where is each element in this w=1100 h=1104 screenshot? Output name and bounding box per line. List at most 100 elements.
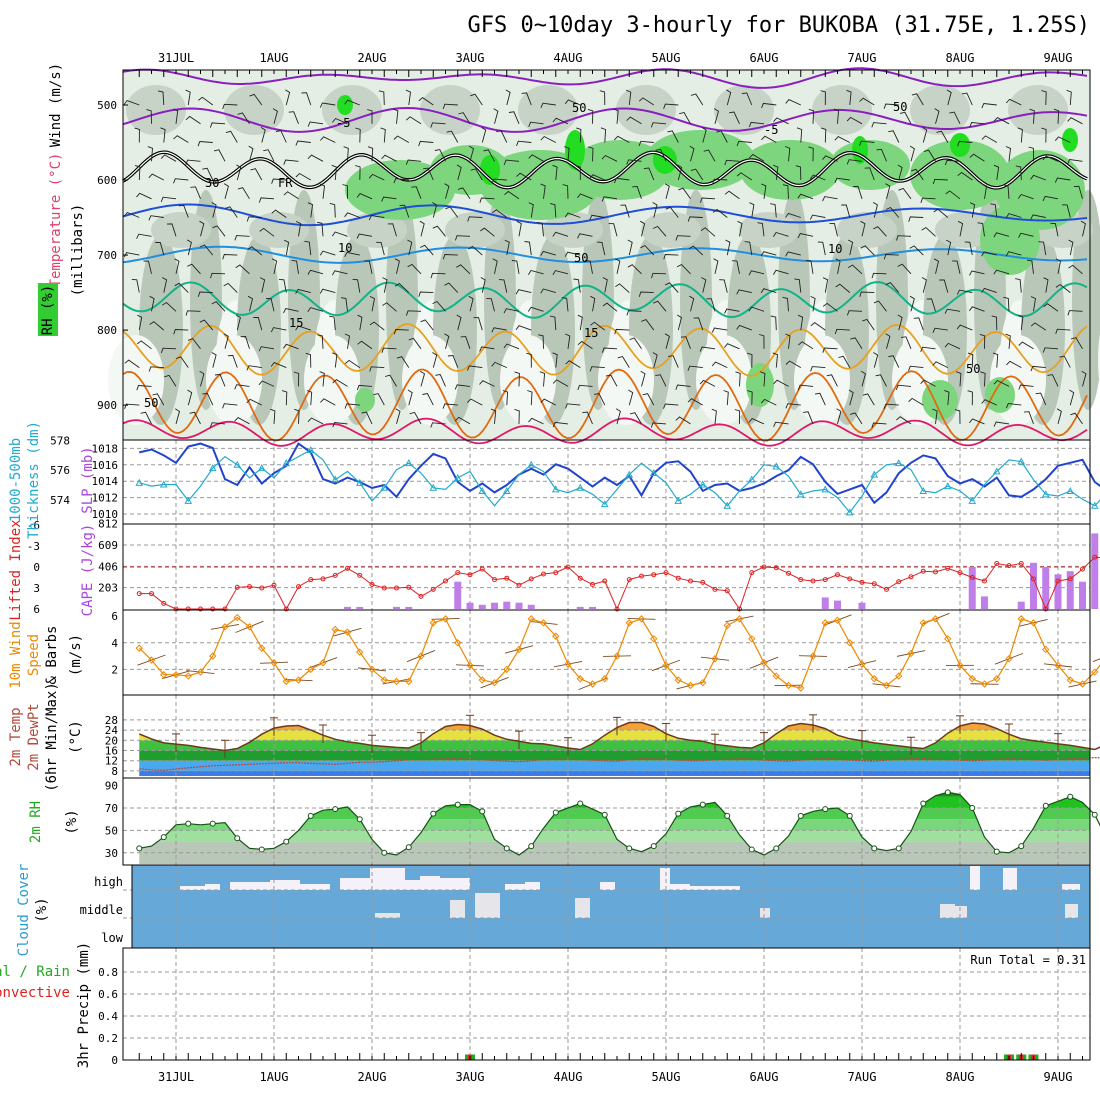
pressure-tick-label: 700 <box>97 249 117 262</box>
rh-marker <box>357 817 362 822</box>
pressure-tick-label: 500 <box>97 99 117 112</box>
cape-bar <box>503 602 510 609</box>
rh-marker <box>700 802 705 807</box>
wind-tick: 6 <box>111 610 118 623</box>
upper-contour-label: 50 <box>574 251 588 265</box>
rh-tick: 90 <box>105 780 118 793</box>
rh-marker <box>872 846 877 851</box>
rh-blob-bright <box>337 95 353 115</box>
top-date-label: 7AUG <box>848 51 877 65</box>
cloud-high-bar <box>420 876 440 890</box>
top-date-label: 3AUG <box>456 51 485 65</box>
cloud-high-bar <box>690 886 740 890</box>
rh-marker <box>602 812 607 817</box>
ylabel-wind10-b: Speed <box>26 634 42 676</box>
cloud-mid-bar <box>955 906 967 918</box>
temp-band <box>123 761 1090 771</box>
ylabel-wind10-a: 10m Wind <box>8 621 24 688</box>
cape-bar <box>528 605 535 609</box>
rh-marker <box>627 846 632 851</box>
cloud-mid-bar <box>475 893 500 918</box>
rh-marker <box>823 807 828 812</box>
cloud-high-bar <box>1003 868 1017 890</box>
rh-marker <box>259 847 264 852</box>
cape-bar <box>356 607 363 609</box>
top-date-label: 8AUG <box>946 51 975 65</box>
cloud-high-bar <box>205 884 220 890</box>
top-date-label: 5AUG <box>652 51 681 65</box>
rh-marker <box>774 846 779 851</box>
rh-blob-bright <box>950 133 970 157</box>
rh-tick: 70 <box>105 802 118 815</box>
ylabel-precip-b: Convective <box>0 985 70 1001</box>
ylabel-thickness-a: 1000-500mb <box>8 438 24 522</box>
cape-bar <box>1091 533 1098 609</box>
cloud-mid-bar <box>760 908 770 918</box>
ylabel-wind10-c: & Barbs <box>44 625 60 684</box>
cape-bar <box>822 597 829 609</box>
precip-tick: 0.8 <box>98 966 118 979</box>
cape-bar <box>1055 574 1062 609</box>
rh-blob-light <box>402 335 458 425</box>
ylabel-millibars: (millibars) <box>70 204 86 297</box>
ylabel-wind10-d: (m/s) <box>68 634 84 676</box>
cloud-level-high: high <box>94 875 123 889</box>
rh-marker <box>333 807 338 812</box>
bottom-date-label: 4AUG <box>554 1070 583 1084</box>
upper-contour-label: -5 <box>336 116 350 130</box>
cloud-mid-bar <box>375 913 400 918</box>
cloud-high-bar <box>340 878 370 890</box>
ylabel-wind: Wind (m/s) <box>48 63 64 147</box>
ylabel-cape: CAPE (J/kg) <box>80 524 96 617</box>
wind-tick: 4 <box>111 637 118 650</box>
top-date-label: 9AUG <box>1044 51 1073 65</box>
upper-contour-label: 10 <box>338 241 352 255</box>
ylabel-precip-c: 3hr Precip (mm) <box>76 942 92 1068</box>
rh-marker <box>137 846 142 851</box>
precip-tick: 0.6 <box>98 988 118 1001</box>
rh-marker <box>651 844 656 849</box>
cape-bar <box>467 603 474 609</box>
cloud-high-bar <box>440 878 470 890</box>
li-tick: -3 <box>27 540 40 553</box>
rh-marker <box>480 809 485 814</box>
upper-contour-label: 10 <box>828 242 842 256</box>
ylabel-lifted-index: Lifted Index <box>8 519 24 620</box>
bottom-date-label: 5AUG <box>652 1070 681 1084</box>
upper-contour-label: 50 <box>893 100 907 114</box>
rh-blob-bright <box>565 130 585 170</box>
thickness-tick: 578 <box>50 435 70 448</box>
rh-tick: 30 <box>105 847 118 860</box>
cape-bar <box>981 596 988 609</box>
chart-title: GFS 0~10day 3-hourly for BUKOBA (31.75E,… <box>467 13 1090 38</box>
cloud-high-bar <box>600 882 615 890</box>
rh-marker <box>210 821 215 826</box>
rh-marker <box>553 810 558 815</box>
rh-marker <box>847 813 852 818</box>
bottom-date-label: 31JUL <box>158 1070 194 1084</box>
precip-tick: 0.4 <box>98 1010 118 1023</box>
rh-tick: 50 <box>105 824 118 837</box>
rh-marker <box>725 813 730 818</box>
top-date-label: 1AUG <box>260 51 289 65</box>
rh-marker <box>945 790 950 795</box>
upper-contour-label: 50 <box>966 362 980 376</box>
cape-bar <box>393 607 400 609</box>
cape-bar <box>516 603 523 609</box>
upper-contour-label: 15 <box>584 326 598 340</box>
ylabel-slp: SLP (mb) <box>80 446 96 513</box>
bottom-date-label: 2AUG <box>358 1070 387 1084</box>
cloud-high-bar <box>405 880 420 890</box>
rh-blob-green <box>985 377 1015 413</box>
cape-bar <box>454 582 461 609</box>
rh-marker <box>798 813 803 818</box>
cloud-mid-bar <box>450 900 465 918</box>
thickness-tick: 576 <box>50 464 70 477</box>
cape-tick: 203 <box>98 582 118 595</box>
top-date-label: 6AUG <box>750 51 779 65</box>
rh-marker <box>994 849 999 854</box>
temp-tick: 28 <box>105 714 118 727</box>
precip-tick: 0.2 <box>98 1032 118 1045</box>
cloud-high-bar <box>300 884 330 890</box>
